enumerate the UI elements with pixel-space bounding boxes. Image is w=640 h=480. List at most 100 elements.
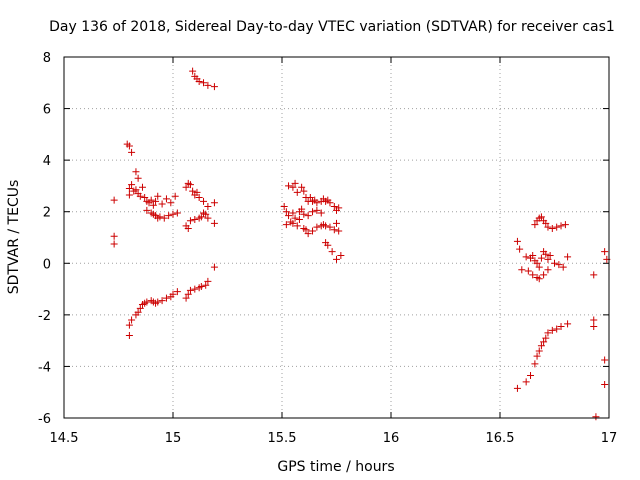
x-tick-label: 15.5 [268,431,297,446]
data-point [548,224,556,232]
y-axis-ticks: -6 -4 -2 0 2 4 6 8 [38,51,609,427]
data-point [601,380,609,388]
data-point [548,326,556,334]
data-point [128,316,136,324]
data-point [533,352,541,360]
data-point [143,206,151,214]
y-tick-label: -4 [38,360,51,375]
data-point [182,183,190,191]
y-axis-label: SDTVAR / TECUs [6,180,22,295]
data-point [162,195,170,203]
data-point [191,215,199,223]
data-point [555,261,563,269]
x-axis-label: GPS time / hours [277,459,394,475]
data-point [513,384,521,392]
data-point [326,223,334,231]
data-point [147,196,155,204]
data-point [535,347,543,355]
data-point [313,206,321,214]
x-tick-label: 14.5 [50,431,79,446]
data-point [136,304,144,312]
grid-lines [64,57,609,418]
data-point [204,203,212,211]
data-point [544,329,552,337]
data-point [540,338,548,346]
data-point [125,321,133,329]
x-tick-label: 16 [383,431,400,446]
data-point [154,298,162,306]
data-point [210,199,218,207]
data-point [193,188,201,196]
data-point [195,77,203,85]
data-point [171,192,179,200]
data-point [143,298,151,306]
data-point [210,219,218,227]
y-tick-label: 4 [43,154,51,169]
data-point [149,201,157,209]
data-point [522,378,530,386]
data-point [304,212,312,220]
data-point [542,334,550,342]
data-point [197,213,205,221]
data-point [306,194,314,202]
x-axis-ticks: 14.5 15 15.5 16 16.5 17 [50,57,618,446]
data-point [202,210,210,218]
data-point [551,259,558,267]
data-point [592,413,600,421]
y-tick-label: 0 [43,257,51,272]
data-point [186,286,194,294]
data-point [156,213,164,221]
data-point [173,209,181,217]
data-point [300,187,308,195]
y-tick-label: 8 [43,51,51,66]
data-point [527,371,535,379]
data-point [128,181,136,189]
data-point [200,79,208,87]
data-point [204,277,212,285]
data-point [313,223,321,231]
data-point [561,221,569,229]
y-tick-label: 6 [43,103,51,118]
data-point [293,188,301,196]
y-tick-label: -6 [38,412,51,427]
data-point [537,254,545,262]
data-point [564,320,572,328]
data-point [533,259,541,267]
data-point [128,148,136,156]
data-point [202,281,210,289]
data-point [189,187,197,195]
data-point [522,253,530,261]
data-point [326,199,334,207]
data-point [285,182,293,190]
data-point [590,271,598,279]
data-point [184,290,192,298]
data-point [165,212,173,220]
data-point [186,181,194,189]
data-point [291,214,299,222]
data-point [544,266,552,274]
data-point [110,232,118,240]
x-tick-label: 15 [165,431,182,446]
data-point [110,240,118,248]
data-point [524,267,532,275]
data-point [132,168,140,176]
data-point [518,266,526,274]
data-point [537,213,545,221]
data-point [601,356,609,364]
data-point [531,221,539,229]
data-point [557,322,565,330]
data-point [529,252,537,260]
data-point [322,222,330,230]
data-point [282,221,290,229]
data-point [197,282,205,290]
data-point [289,219,297,227]
data-point [564,253,572,261]
data-point [125,191,133,199]
x-tick-label: 17 [601,431,618,446]
data-point [313,199,321,207]
data-point [169,290,177,298]
data-point [553,325,561,333]
data-point [291,179,299,187]
data-point [298,183,306,191]
data-point [184,224,192,232]
